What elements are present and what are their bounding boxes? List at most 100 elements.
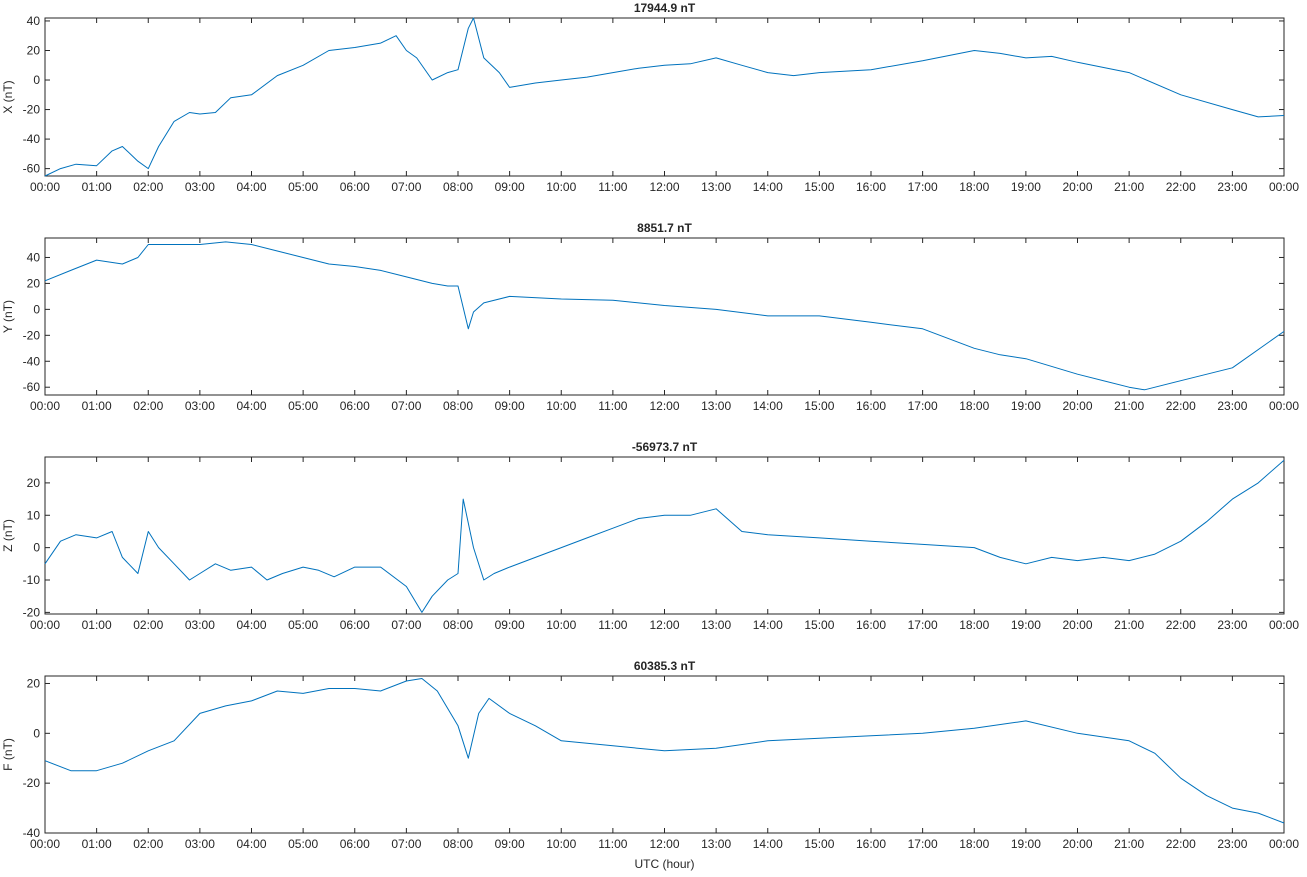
xtick-label-x-15: 15:00 <box>804 180 834 194</box>
xtick-label-f-22: 22:00 <box>1166 837 1196 851</box>
ytick-label-z-0: -20 <box>23 605 41 619</box>
xtick-label-x-20: 20:00 <box>1062 180 1092 194</box>
panel-x: 17944.9 nT X (nT) -60 -40 -20 0 20 40 00:00 01:00… <box>1 1 1299 194</box>
ylabel-z: Z (nT) <box>1 519 15 552</box>
xtick-label-y-22: 22:00 <box>1166 399 1196 413</box>
ytick-label-f-2: 0 <box>33 726 40 740</box>
xtick-label-f-13: 13:00 <box>701 837 731 851</box>
title-y: 8851.7 nT <box>637 221 692 235</box>
title-x: 17944.9 nT <box>634 1 696 15</box>
xtick-label-f-5: 05:00 <box>288 837 318 851</box>
xtick-label-z-19: 19:00 <box>1011 618 1041 632</box>
xlabel-f: UTC (hour) <box>634 857 694 871</box>
xtick-label-y-1: 01:00 <box>82 399 112 413</box>
ytick-label-y-0: -60 <box>23 380 41 394</box>
xtick-label-f-18: 18:00 <box>959 837 989 851</box>
title-f: 60385.3 nT <box>634 659 696 673</box>
xtick-label-x-0: 00:00 <box>30 180 60 194</box>
xtick-label-x-24: 00:00 <box>1269 180 1299 194</box>
xtick-label-y-19: 19:00 <box>1011 399 1041 413</box>
xtick-label-x-3: 03:00 <box>185 180 215 194</box>
xtick-label-y-14: 14:00 <box>753 399 783 413</box>
xtick-label-z-10: 10:00 <box>546 618 576 632</box>
xtick-label-z-24: 00:00 <box>1269 618 1299 632</box>
xtick-label-z-3: 03:00 <box>185 618 215 632</box>
ylabel-f: F (nT) <box>1 738 15 771</box>
xtick-label-y-8: 08:00 <box>443 399 473 413</box>
xtick-label-x-1: 01:00 <box>82 180 112 194</box>
xtick-label-y-17: 17:00 <box>908 399 938 413</box>
xtick-label-f-12: 12:00 <box>649 837 679 851</box>
axes-box-y <box>44 237 1285 396</box>
xtick-label-z-5: 05:00 <box>288 618 318 632</box>
xtick-label-z-16: 16:00 <box>856 618 886 632</box>
ytick-label-y-2: -20 <box>23 328 41 342</box>
xtick-label-x-18: 18:00 <box>959 180 989 194</box>
xtick-label-z-17: 17:00 <box>908 618 938 632</box>
xtick-label-z-12: 12:00 <box>649 618 679 632</box>
xtick-label-y-7: 07:00 <box>391 399 421 413</box>
xtick-label-z-11: 11:00 <box>598 618 627 632</box>
ytick-label-x-4: 20 <box>27 43 41 57</box>
xtick-label-f-14: 14:00 <box>753 837 783 851</box>
xtick-label-y-24: 00:00 <box>1269 399 1299 413</box>
xtick-label-y-5: 05:00 <box>288 399 318 413</box>
xtick-label-y-2: 02:00 <box>133 399 163 413</box>
xtick-label-f-21: 21:00 <box>1114 837 1144 851</box>
xtick-label-x-14: 14:00 <box>753 180 783 194</box>
xtick-label-x-12: 12:00 <box>649 180 679 194</box>
xtick-label-x-11: 11:00 <box>598 180 627 194</box>
panel-f: 60385.3 nT F (nT) -40 -20 0 20 00:00 01:00 02:00… <box>1 659 1299 871</box>
ytick-label-y-5: 40 <box>27 250 41 264</box>
xtick-label-y-23: 23:00 <box>1217 399 1247 413</box>
xtick-label-f-15: 15:00 <box>804 837 834 851</box>
xtick-label-f-24: 00:00 <box>1269 837 1299 851</box>
xtick-label-f-10: 10:00 <box>546 837 576 851</box>
xtick-label-x-13: 13:00 <box>701 180 731 194</box>
xtick-label-f-0: 00:00 <box>30 837 60 851</box>
ytick-label-f-3: 20 <box>27 676 41 690</box>
xtick-label-f-3: 03:00 <box>185 837 215 851</box>
ytick-label-y-3: 0 <box>33 302 40 316</box>
xtick-label-z-2: 02:00 <box>133 618 163 632</box>
xtick-label-x-2: 02:00 <box>133 180 163 194</box>
axes-box-f <box>44 675 1285 834</box>
ylabel-x: X (nT) <box>1 80 15 113</box>
xtick-label-x-9: 09:00 <box>495 180 525 194</box>
series-line-z <box>44 459 1285 613</box>
xtick-label-y-11: 11:00 <box>598 399 627 413</box>
ytick-label-x-2: -20 <box>23 103 41 117</box>
xtick-label-f-11: 11:00 <box>598 837 627 851</box>
xtick-label-f-7: 07:00 <box>391 837 421 851</box>
xtick-label-f-17: 17:00 <box>908 837 938 851</box>
xtick-label-f-2: 02:00 <box>133 837 163 851</box>
xtick-label-z-14: 14:00 <box>753 618 783 632</box>
xtick-label-x-23: 23:00 <box>1217 180 1247 194</box>
xtick-label-z-18: 18:00 <box>959 618 989 632</box>
xtick-label-z-6: 06:00 <box>340 618 370 632</box>
ytick-label-z-2: 0 <box>33 541 40 555</box>
panel-z: -56973.7 nT Z (nT) -20 -10 0 10 20 00:00 01:00 02… <box>1 440 1299 632</box>
xtick-label-y-15: 15:00 <box>804 399 834 413</box>
xtick-label-y-3: 03:00 <box>185 399 215 413</box>
xtick-label-f-20: 20:00 <box>1062 837 1092 851</box>
xtick-label-z-23: 23:00 <box>1217 618 1247 632</box>
ytick-label-z-3: 10 <box>27 508 41 522</box>
xtick-label-y-9: 09:00 <box>495 399 525 413</box>
xtick-label-x-10: 10:00 <box>546 180 576 194</box>
xtick-label-y-4: 04:00 <box>236 399 266 413</box>
xtick-label-y-16: 16:00 <box>856 399 886 413</box>
xtick-label-z-1: 01:00 <box>82 618 112 632</box>
xtick-label-y-0: 00:00 <box>30 399 60 413</box>
ytick-label-z-1: -10 <box>23 573 41 587</box>
ytick-label-f-0: -40 <box>23 826 41 840</box>
xtick-label-f-8: 08:00 <box>443 837 473 851</box>
ylabel-y: Y (nT) <box>1 300 15 333</box>
xtick-label-z-20: 20:00 <box>1062 618 1092 632</box>
xtick-label-f-9: 09:00 <box>495 837 525 851</box>
title-z: -56973.7 nT <box>632 440 698 454</box>
xtick-label-x-4: 04:00 <box>236 180 266 194</box>
ytick-label-x-0: -60 <box>23 162 41 176</box>
panel-y: 8851.7 nT Y (nT) -60 -40 -20 0 20 40 00:00 01:00 0… <box>1 221 1299 413</box>
